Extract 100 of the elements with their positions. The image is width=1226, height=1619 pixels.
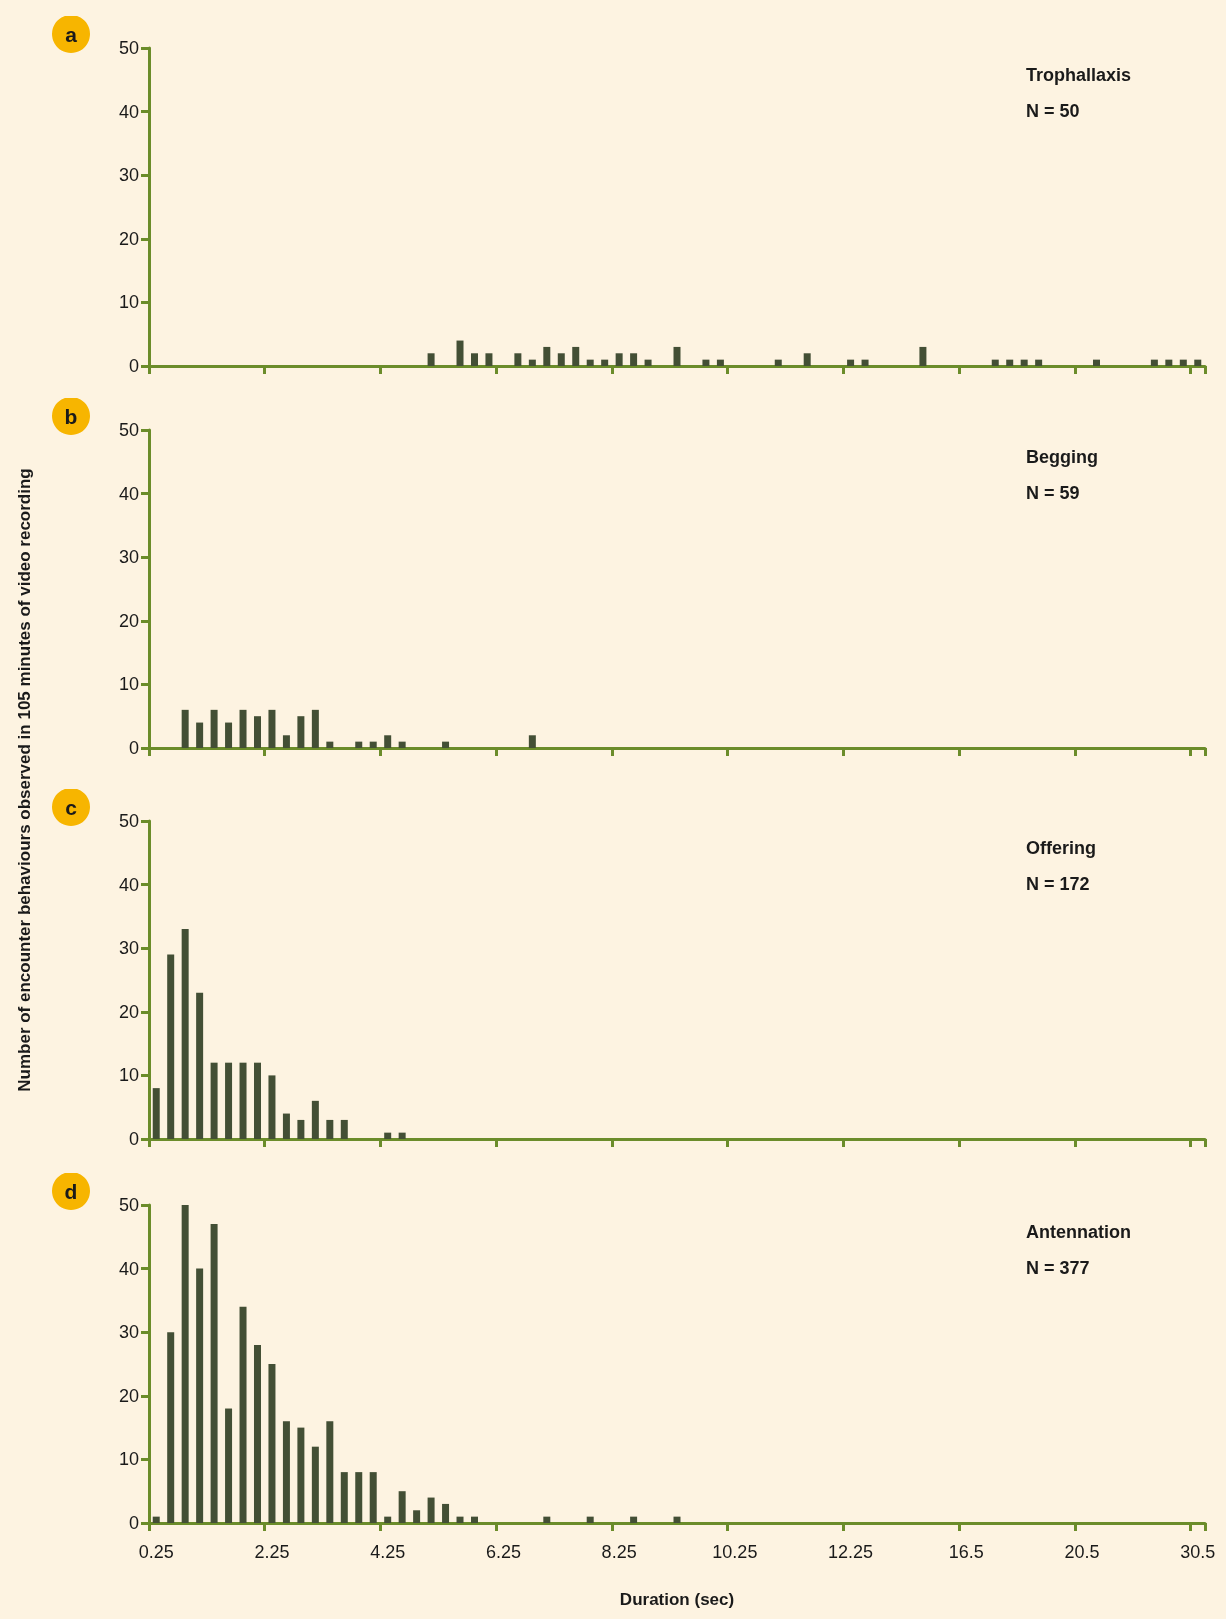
bar (297, 716, 305, 748)
y-tick-label: 0 (128, 1129, 139, 1149)
y-tick-label: 30 (118, 547, 139, 568)
bar (268, 709, 276, 748)
bar (181, 709, 189, 748)
bar (181, 929, 189, 1139)
y-tick-label: 10 (118, 292, 139, 313)
bar (384, 1132, 392, 1139)
y-tick-label: 0 (128, 356, 139, 376)
bar (586, 359, 594, 366)
bar (239, 1306, 247, 1523)
bar (1020, 359, 1028, 366)
bar (210, 1224, 218, 1523)
bar (239, 709, 247, 748)
bar (225, 1062, 233, 1139)
bar (369, 1472, 377, 1523)
bar (1035, 359, 1043, 366)
bar (297, 1119, 305, 1139)
y-tick-label: 30 (118, 1322, 139, 1343)
chart-title: c (65, 795, 78, 819)
bar (196, 1268, 204, 1523)
bar (630, 1516, 638, 1523)
bar (384, 735, 392, 748)
bar (1150, 359, 1158, 366)
annotation: N = 172 (1026, 874, 1090, 894)
x-axis-title: Duration (sec) (619, 1590, 735, 1609)
bar (225, 1408, 233, 1523)
chart-title: a (65, 22, 78, 46)
bar (355, 1472, 363, 1523)
bar (398, 1132, 406, 1139)
bar (774, 359, 782, 366)
y-tick-label: 0 (128, 1513, 139, 1533)
y-tick-label: 10 (118, 674, 139, 695)
y-tick-label: 50 (118, 1195, 139, 1215)
bar (615, 353, 623, 366)
bar (1006, 359, 1014, 366)
x-tick-label: 2.25 (254, 1542, 290, 1562)
bar (991, 359, 999, 366)
bar (456, 340, 464, 366)
y-tick-label: 20 (118, 610, 139, 631)
bar (384, 1516, 392, 1523)
bar (152, 1088, 160, 1139)
y-axis-title: Number of encounter behaviours observed in 105 minutes of video recording (15, 468, 35, 1092)
bar (919, 346, 927, 366)
bar (644, 359, 652, 366)
bar (442, 741, 450, 748)
y-tick-label: 0 (128, 738, 139, 758)
bar (456, 1516, 464, 1523)
y-tick-label: 10 (118, 1449, 139, 1470)
annotation: Offering (1026, 838, 1096, 858)
bar (253, 716, 261, 748)
y-tick-label: 30 (118, 165, 139, 186)
x-tick-label: 20.5 (1064, 1542, 1100, 1562)
bar (253, 1062, 261, 1139)
bar (210, 709, 218, 748)
bar (268, 1364, 276, 1523)
bar (702, 359, 710, 366)
y-tick-label: 20 (118, 228, 139, 249)
bar (326, 741, 334, 748)
bar (572, 346, 580, 366)
bar (1093, 359, 1101, 366)
y-tick-label: 40 (118, 483, 139, 504)
y-tick-label: 50 (118, 811, 139, 831)
annotation: N = 50 (1026, 101, 1080, 121)
y-tick-label: 50 (118, 38, 139, 58)
chart-title: b (64, 404, 78, 428)
bar (485, 353, 493, 366)
bar (282, 1421, 290, 1523)
x-tick-label: 4.25 (370, 1542, 406, 1562)
bar (196, 992, 204, 1139)
y-tick-label: 10 (118, 1065, 139, 1086)
bar (282, 735, 290, 748)
bar (181, 1205, 189, 1523)
bar (268, 1075, 276, 1139)
chart-title: d (64, 1179, 78, 1203)
bar (470, 1516, 478, 1523)
x-tick-label: 16.5 (948, 1542, 984, 1562)
bar (528, 359, 536, 366)
bar (716, 359, 724, 366)
bar (297, 1427, 305, 1523)
bar (861, 359, 869, 366)
bar (528, 735, 536, 748)
bar (630, 353, 638, 366)
bar (673, 346, 681, 366)
bar (442, 1503, 450, 1523)
bar (340, 1119, 348, 1139)
y-tick-label: 40 (118, 1258, 139, 1279)
bar (543, 1516, 551, 1523)
bar (369, 741, 377, 748)
bar (847, 359, 855, 366)
bar (427, 353, 435, 366)
bar (326, 1421, 334, 1523)
bar (196, 722, 204, 748)
y-tick-label: 40 (118, 101, 139, 122)
annotation: N = 59 (1026, 483, 1080, 503)
bar (514, 353, 522, 366)
bar (152, 1516, 160, 1523)
bar (210, 1062, 218, 1139)
x-tick-label: 0.25 (138, 1542, 174, 1562)
y-tick-label: 30 (118, 938, 139, 959)
